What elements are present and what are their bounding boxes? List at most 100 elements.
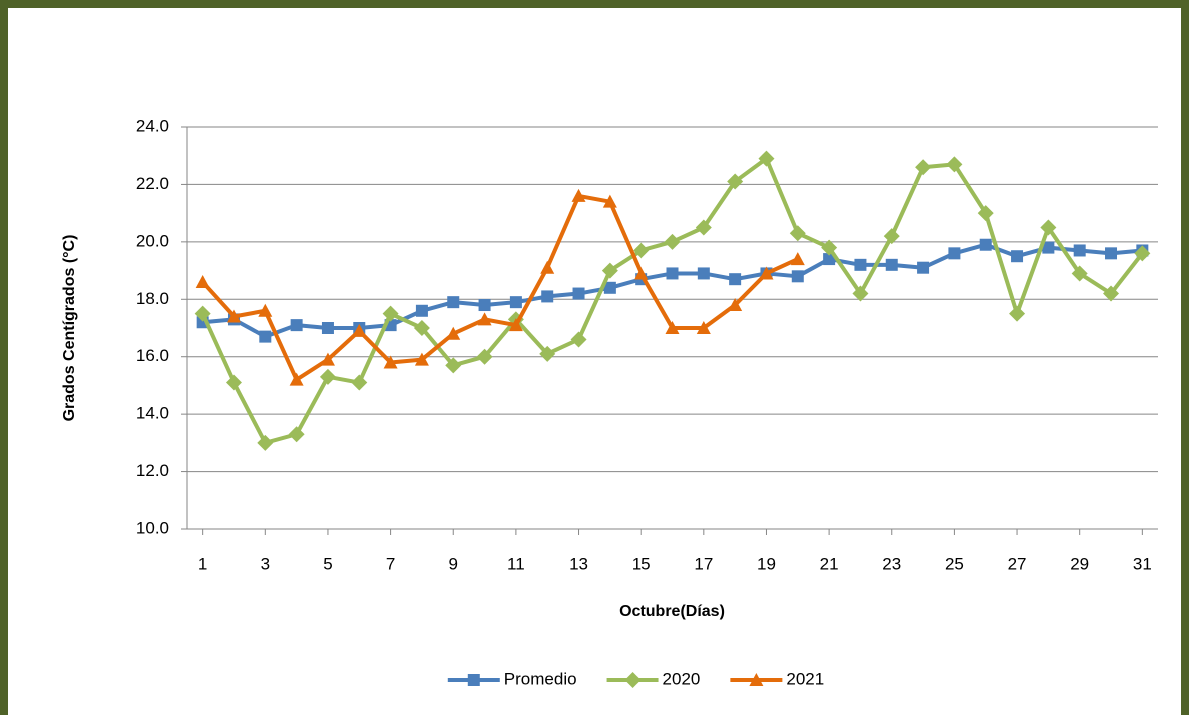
x-tick-label: 31 [1133, 554, 1152, 573]
marker [289, 372, 304, 386]
marker [1073, 244, 1086, 257]
legend: Promedio 2020 2021 [447, 669, 824, 688]
marker [1071, 265, 1088, 282]
marker [791, 270, 804, 283]
legend-label: 2020 [663, 669, 701, 688]
marker [288, 426, 305, 443]
marker [447, 296, 460, 309]
marker [321, 322, 334, 334]
marker [697, 267, 710, 280]
legend-item: 2021 [730, 669, 824, 688]
marker [414, 352, 429, 366]
marker [540, 260, 555, 274]
y-tick-label: 10.0 [136, 518, 169, 537]
marker [195, 275, 210, 289]
x-tick-label: 17 [694, 554, 713, 573]
marker [695, 219, 712, 236]
marker [633, 242, 650, 259]
marker [570, 331, 587, 348]
marker [758, 150, 775, 167]
x-tick-label: 13 [569, 554, 588, 573]
x-tick-label: 1 [198, 554, 207, 573]
marker [1009, 305, 1026, 322]
marker [790, 252, 805, 266]
marker [320, 352, 335, 366]
marker [351, 374, 368, 391]
marker [382, 305, 399, 322]
marker [665, 321, 680, 334]
x-tick-label: 27 [1008, 554, 1027, 573]
x-tick-label: 25 [945, 554, 964, 573]
marker [259, 330, 272, 343]
legend-label: Promedio [504, 669, 577, 688]
marker [979, 238, 992, 251]
y-tick-label: 22.0 [136, 174, 169, 193]
marker [383, 355, 398, 369]
marker [1040, 219, 1057, 236]
marker [226, 309, 241, 323]
marker [624, 672, 641, 688]
marker [821, 239, 838, 256]
marker [1134, 245, 1151, 262]
legend-label: 2021 [786, 669, 824, 688]
marker [319, 368, 336, 385]
marker [1011, 250, 1024, 263]
marker [728, 298, 743, 312]
series-line [201, 193, 799, 382]
x-tick-label: 23 [882, 554, 901, 573]
marker [225, 374, 242, 391]
marker [789, 225, 806, 242]
x-tick-label: 7 [386, 554, 395, 573]
y-tick-label: 16.0 [136, 346, 169, 365]
marker [696, 321, 711, 334]
marker [571, 188, 586, 202]
x-tick-label: 29 [1070, 554, 1089, 573]
marker [413, 320, 430, 336]
marker [634, 266, 649, 280]
marker [885, 258, 898, 271]
marker [749, 673, 764, 686]
marker [1105, 247, 1118, 260]
marker [445, 357, 462, 374]
marker [946, 156, 963, 173]
marker [572, 287, 585, 300]
marker [603, 281, 616, 294]
marker [666, 267, 679, 280]
marker [729, 273, 742, 286]
marker [258, 303, 273, 317]
marker [477, 312, 492, 326]
marker [1103, 285, 1120, 302]
y-tick-label: 24.0 [136, 116, 169, 135]
y-tick-label: 18.0 [136, 289, 169, 308]
x-tick-label: 21 [820, 554, 839, 573]
marker [727, 173, 744, 190]
marker [446, 326, 461, 340]
x-tick-label: 19 [757, 554, 776, 573]
x-tick-label: 5 [323, 554, 332, 573]
x-axis-title: Octubre(Días) [619, 603, 725, 620]
marker [257, 434, 274, 451]
y-tick-label: 20.0 [136, 231, 169, 250]
marker [478, 299, 491, 312]
marker [352, 323, 367, 337]
marker [854, 258, 867, 271]
marker [467, 674, 480, 686]
marker [977, 205, 994, 222]
legend-item: Promedio [447, 669, 577, 688]
x-tick-label: 11 [507, 554, 525, 573]
x-tick-label: 3 [261, 554, 270, 573]
marker [948, 247, 961, 260]
legend-item: 2020 [606, 669, 701, 688]
marker [541, 290, 554, 303]
marker [852, 285, 869, 302]
marker [759, 266, 774, 280]
marker [508, 318, 523, 332]
y-tick-label: 14.0 [136, 404, 169, 423]
marker [602, 194, 617, 208]
marker [917, 261, 930, 274]
x-tick-label: 9 [449, 554, 458, 573]
x-tick-label: 15 [632, 554, 651, 573]
